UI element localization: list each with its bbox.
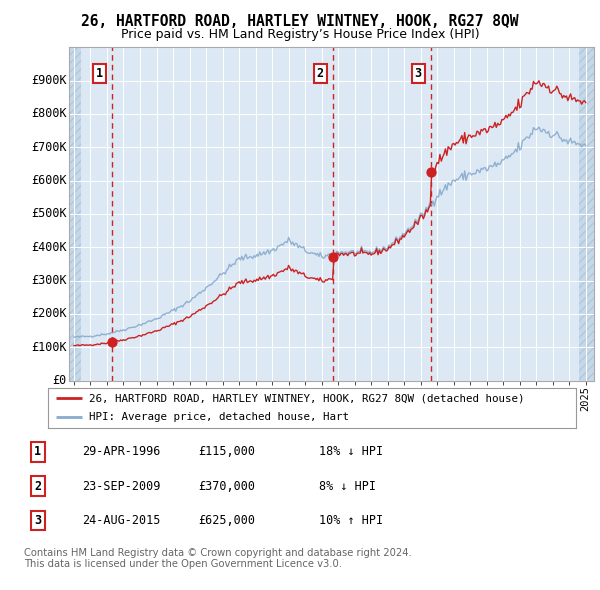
Text: Price paid vs. HM Land Registry’s House Price Index (HPI): Price paid vs. HM Land Registry’s House … xyxy=(121,28,479,41)
Text: £800K: £800K xyxy=(31,107,67,120)
Bar xyxy=(69,47,81,381)
Text: £100K: £100K xyxy=(31,340,67,354)
Text: 1: 1 xyxy=(95,67,103,80)
Text: £700K: £700K xyxy=(31,140,67,154)
Text: 2: 2 xyxy=(317,67,324,80)
Text: Contains HM Land Registry data © Crown copyright and database right 2024.
This d: Contains HM Land Registry data © Crown c… xyxy=(24,548,412,569)
Text: £400K: £400K xyxy=(31,241,67,254)
Text: £500K: £500K xyxy=(31,207,67,221)
Text: £370,000: £370,000 xyxy=(198,480,255,493)
Point xyxy=(427,168,436,177)
Text: £625,000: £625,000 xyxy=(198,514,255,527)
Text: HPI: Average price, detached house, Hart: HPI: Average price, detached house, Hart xyxy=(89,412,349,422)
Text: £600K: £600K xyxy=(31,174,67,187)
Text: 1: 1 xyxy=(34,445,41,458)
Text: 23-SEP-2009: 23-SEP-2009 xyxy=(82,480,160,493)
Text: 26, HARTFORD ROAD, HARTLEY WINTNEY, HOOK, RG27 8QW: 26, HARTFORD ROAD, HARTLEY WINTNEY, HOOK… xyxy=(81,14,519,28)
Text: 29-APR-1996: 29-APR-1996 xyxy=(82,445,160,458)
Text: £300K: £300K xyxy=(31,274,67,287)
Text: £115,000: £115,000 xyxy=(198,445,255,458)
Text: 26, HARTFORD ROAD, HARTLEY WINTNEY, HOOK, RG27 8QW (detached house): 26, HARTFORD ROAD, HARTLEY WINTNEY, HOOK… xyxy=(89,394,524,404)
Text: 2: 2 xyxy=(34,480,41,493)
Text: 8% ↓ HPI: 8% ↓ HPI xyxy=(319,480,376,493)
Text: £200K: £200K xyxy=(31,307,67,320)
Bar xyxy=(579,47,594,381)
Text: 3: 3 xyxy=(34,514,41,527)
Point xyxy=(329,253,338,262)
Text: £0: £0 xyxy=(52,374,67,387)
Text: £900K: £900K xyxy=(31,74,67,87)
Text: 24-AUG-2015: 24-AUG-2015 xyxy=(82,514,160,527)
Text: 3: 3 xyxy=(415,67,422,80)
Point xyxy=(107,337,117,347)
Text: 18% ↓ HPI: 18% ↓ HPI xyxy=(319,445,383,458)
Text: 10% ↑ HPI: 10% ↑ HPI xyxy=(319,514,383,527)
